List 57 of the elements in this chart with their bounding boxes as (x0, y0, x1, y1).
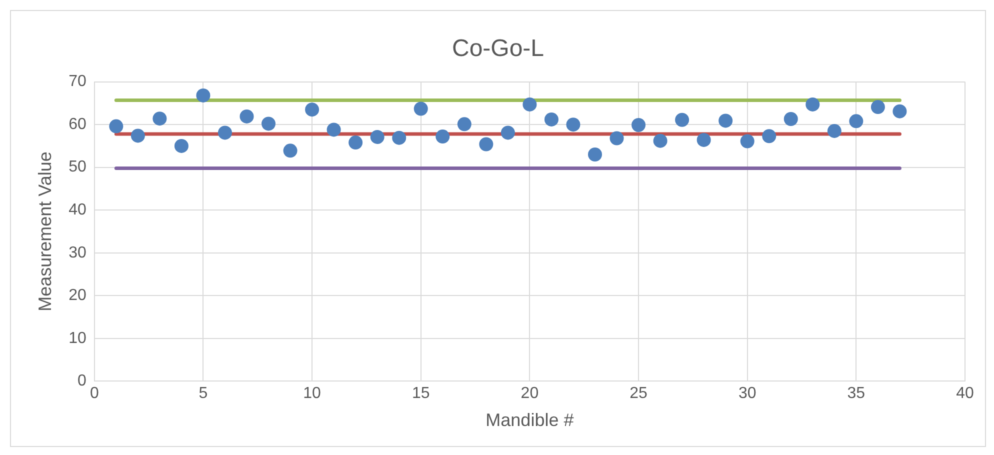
point (740, 134, 754, 148)
point (152, 112, 167, 126)
point (500, 126, 515, 140)
point (109, 119, 124, 134)
y-tick-label: 20 (68, 287, 86, 304)
point (632, 118, 646, 132)
point (370, 130, 384, 144)
point (240, 109, 254, 124)
chart-title: Co-Go-L (452, 35, 544, 62)
point (544, 112, 558, 126)
y-tick-label: 60 (68, 116, 86, 133)
x-tick-label: 10 (303, 385, 322, 402)
y-tick-label: 30 (68, 244, 86, 262)
point (457, 117, 472, 132)
y-tick-label: 10 (68, 330, 86, 347)
point (305, 102, 320, 117)
point (174, 138, 188, 153)
point (522, 97, 537, 112)
point (675, 112, 690, 127)
point (218, 126, 232, 140)
x-tick-label: 30 (738, 385, 756, 402)
point (784, 112, 798, 126)
y-tick-label: 50 (68, 158, 86, 176)
point (130, 128, 145, 143)
point (326, 122, 341, 137)
point (762, 129, 776, 144)
point (870, 100, 885, 114)
x-tick-label: 35 (847, 385, 866, 402)
point (610, 131, 624, 146)
point (479, 137, 494, 152)
point (718, 114, 733, 128)
point (827, 124, 842, 138)
point (414, 102, 428, 116)
point (653, 134, 668, 148)
point (262, 116, 276, 131)
x-tick-label: 25 (630, 385, 648, 402)
x-tick-label: 5 (198, 385, 208, 402)
point (696, 132, 711, 147)
x-tick-label: 15 (412, 385, 430, 402)
point (348, 136, 363, 150)
point (392, 130, 406, 145)
point (806, 97, 820, 112)
point (283, 144, 298, 158)
point (196, 88, 210, 102)
point (849, 114, 864, 128)
x-tick-label: 40 (956, 385, 974, 402)
point (588, 148, 602, 162)
point (566, 118, 580, 132)
x-tick-label: 20 (520, 385, 539, 402)
y-tick-label: 40 (68, 202, 86, 219)
y-axis-title: Measurement Value (34, 152, 55, 312)
x-tick-label: 0 (90, 385, 99, 402)
y-tick-label: 70 (68, 73, 86, 90)
point (892, 104, 907, 118)
x-axis-title: Mandible # (486, 410, 574, 430)
y-tick-label: 0 (77, 372, 86, 390)
point (436, 130, 450, 144)
